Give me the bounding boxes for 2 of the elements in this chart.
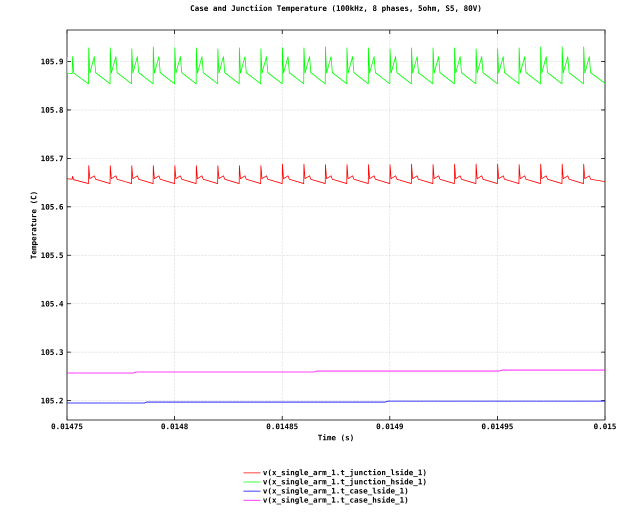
line-series [67, 46, 606, 84]
line-series [67, 164, 606, 184]
